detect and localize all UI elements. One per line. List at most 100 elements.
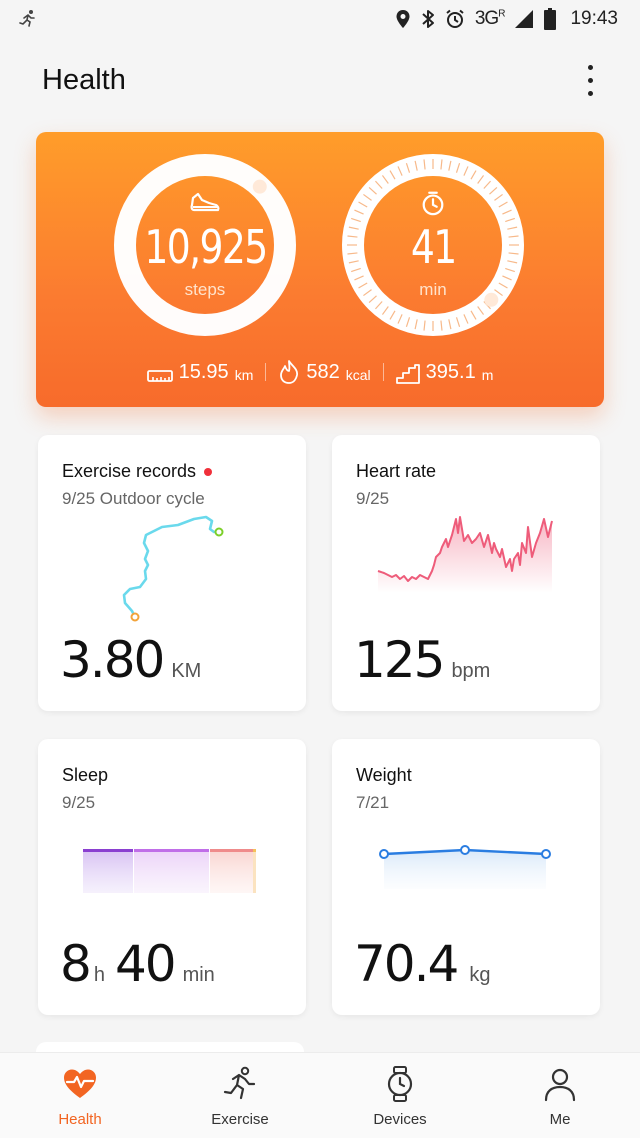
ring-tick <box>502 209 512 215</box>
sleep-segment-light-bar <box>134 849 209 852</box>
stat-divider <box>265 363 267 381</box>
network-type: 3GR <box>474 8 506 29</box>
time-progress-cap <box>484 292 499 307</box>
menu-dot <box>587 77 593 83</box>
ring-tick <box>354 275 364 281</box>
steps-ring[interactable]: 10,925 steps <box>114 154 296 336</box>
ring-tick <box>358 201 368 208</box>
weight-value: 70.4 <box>354 935 459 993</box>
ring-tick <box>507 260 518 264</box>
bluetooth-icon <box>422 10 434 28</box>
heart-rate-value: 125 <box>354 631 445 689</box>
battery-icon <box>544 8 557 30</box>
nav-label: Health <box>58 1111 102 1128</box>
shoe-icon <box>190 192 220 212</box>
ring-tick <box>505 217 515 223</box>
weight-point <box>460 845 470 855</box>
ring-tick <box>381 175 389 184</box>
heart-rate-card[interactable]: Heart rate 9/25 125 bpm <box>332 435 600 711</box>
card-title: Heart rate <box>356 461 437 481</box>
nav-devices[interactable]: Devices <box>320 1053 480 1138</box>
ring-tick <box>477 175 485 184</box>
route-start-marker <box>130 612 140 622</box>
overflow-menu-button[interactable] <box>570 60 610 100</box>
nav-label: Exercise <box>211 1111 269 1128</box>
ring-tick <box>348 226 359 230</box>
sleep-minutes-unit: min <box>182 964 215 986</box>
sleep-segment-deep <box>83 849 133 893</box>
weight-chart <box>379 845 551 889</box>
active-time-ring[interactable]: 41 min <box>342 154 524 336</box>
activity-summary-card[interactable]: 10,925 steps 41 min 15.95 km <box>36 132 604 407</box>
ring-tick <box>405 317 411 327</box>
card-subtitle: 7/21 <box>356 793 390 812</box>
ring-tick <box>470 170 477 180</box>
sleep-segment-rem <box>210 849 253 893</box>
ring-tick <box>348 260 359 264</box>
distance-unit: KM <box>171 660 202 682</box>
sleep-segment-awake-bar <box>253 849 256 852</box>
ring-tick <box>414 319 418 330</box>
sleep-segment-rem-bar <box>210 849 253 852</box>
ring-tick <box>347 252 358 255</box>
heart-pulse-icon <box>64 1069 96 1098</box>
sleep-segment-light <box>134 849 209 893</box>
sleep-segment-deep-bar <box>83 849 133 852</box>
running-icon <box>223 1066 256 1100</box>
active-time-unit: min <box>419 280 447 299</box>
ring-tick <box>375 180 383 189</box>
sleep-chart <box>83 849 256 893</box>
heart-rate-unit: bpm <box>451 660 491 682</box>
running-notification-icon <box>19 10 35 27</box>
card-value: 70.4 kg <box>354 935 490 993</box>
nav-me[interactable]: Me <box>480 1053 640 1138</box>
card-subtitle: 9/25 Outdoor cycle <box>62 489 205 508</box>
steps-progress-ring <box>114 154 296 336</box>
ring-tick <box>414 160 418 171</box>
sleep-segment-awake <box>253 849 256 893</box>
ring-tick <box>423 159 426 170</box>
ring-tick <box>397 166 403 176</box>
activity-stats-row: 15.95 km 582 kcal 395.1 m <box>36 360 604 384</box>
menu-dot <box>587 64 593 70</box>
nav-health[interactable]: Health <box>0 1053 160 1138</box>
ring-tick <box>389 170 396 180</box>
sleep-card[interactable]: Sleep 9/25 8 h 40 min <box>38 739 306 1015</box>
steps-progress-cap <box>252 179 267 194</box>
sleep-hours-unit: h <box>93 964 105 986</box>
route-path <box>122 515 221 619</box>
person-icon <box>544 1068 576 1102</box>
time-ring-ticks <box>347 159 519 331</box>
distance-value: 3.80 <box>60 631 165 689</box>
climb-value: 395.1 <box>425 360 476 383</box>
ring-tick <box>381 306 389 315</box>
ring-tick <box>351 217 361 223</box>
ring-tick <box>507 226 518 230</box>
weight-card[interactable]: Weight 7/21 70.4 kg <box>332 739 600 1015</box>
active-time-progress-ring <box>342 154 524 336</box>
ring-tick <box>368 295 377 303</box>
heart-rate-area <box>378 517 552 593</box>
alarm-icon <box>446 9 464 28</box>
ring-tick <box>354 209 364 215</box>
new-indicator-dot <box>204 467 213 476</box>
active-time-value: 41 <box>410 220 457 274</box>
route-end-marker <box>214 527 224 537</box>
calories-value: 582 <box>306 361 340 383</box>
weight-point <box>379 849 389 859</box>
stat-divider <box>382 363 384 381</box>
card-subtitle: 9/25 <box>62 793 96 812</box>
ring-tick <box>440 320 443 331</box>
exercise-records-card[interactable]: Exercise records 9/25 Outdoor cycle 3.80… <box>38 435 306 711</box>
weight-point <box>541 849 551 859</box>
card-subtitle: 9/25 <box>356 489 390 508</box>
calories-unit: kcal <box>345 367 371 383</box>
status-bar: 3GR 19:43 <box>0 0 640 38</box>
nav-exercise[interactable]: Exercise <box>160 1053 320 1138</box>
heart-rate-chart <box>377 516 553 593</box>
watch-icon <box>387 1066 413 1102</box>
steps-value: 10,925 <box>143 220 268 274</box>
ring-tick <box>358 282 368 289</box>
ring-tick <box>505 267 515 273</box>
ring-tick <box>375 301 383 310</box>
